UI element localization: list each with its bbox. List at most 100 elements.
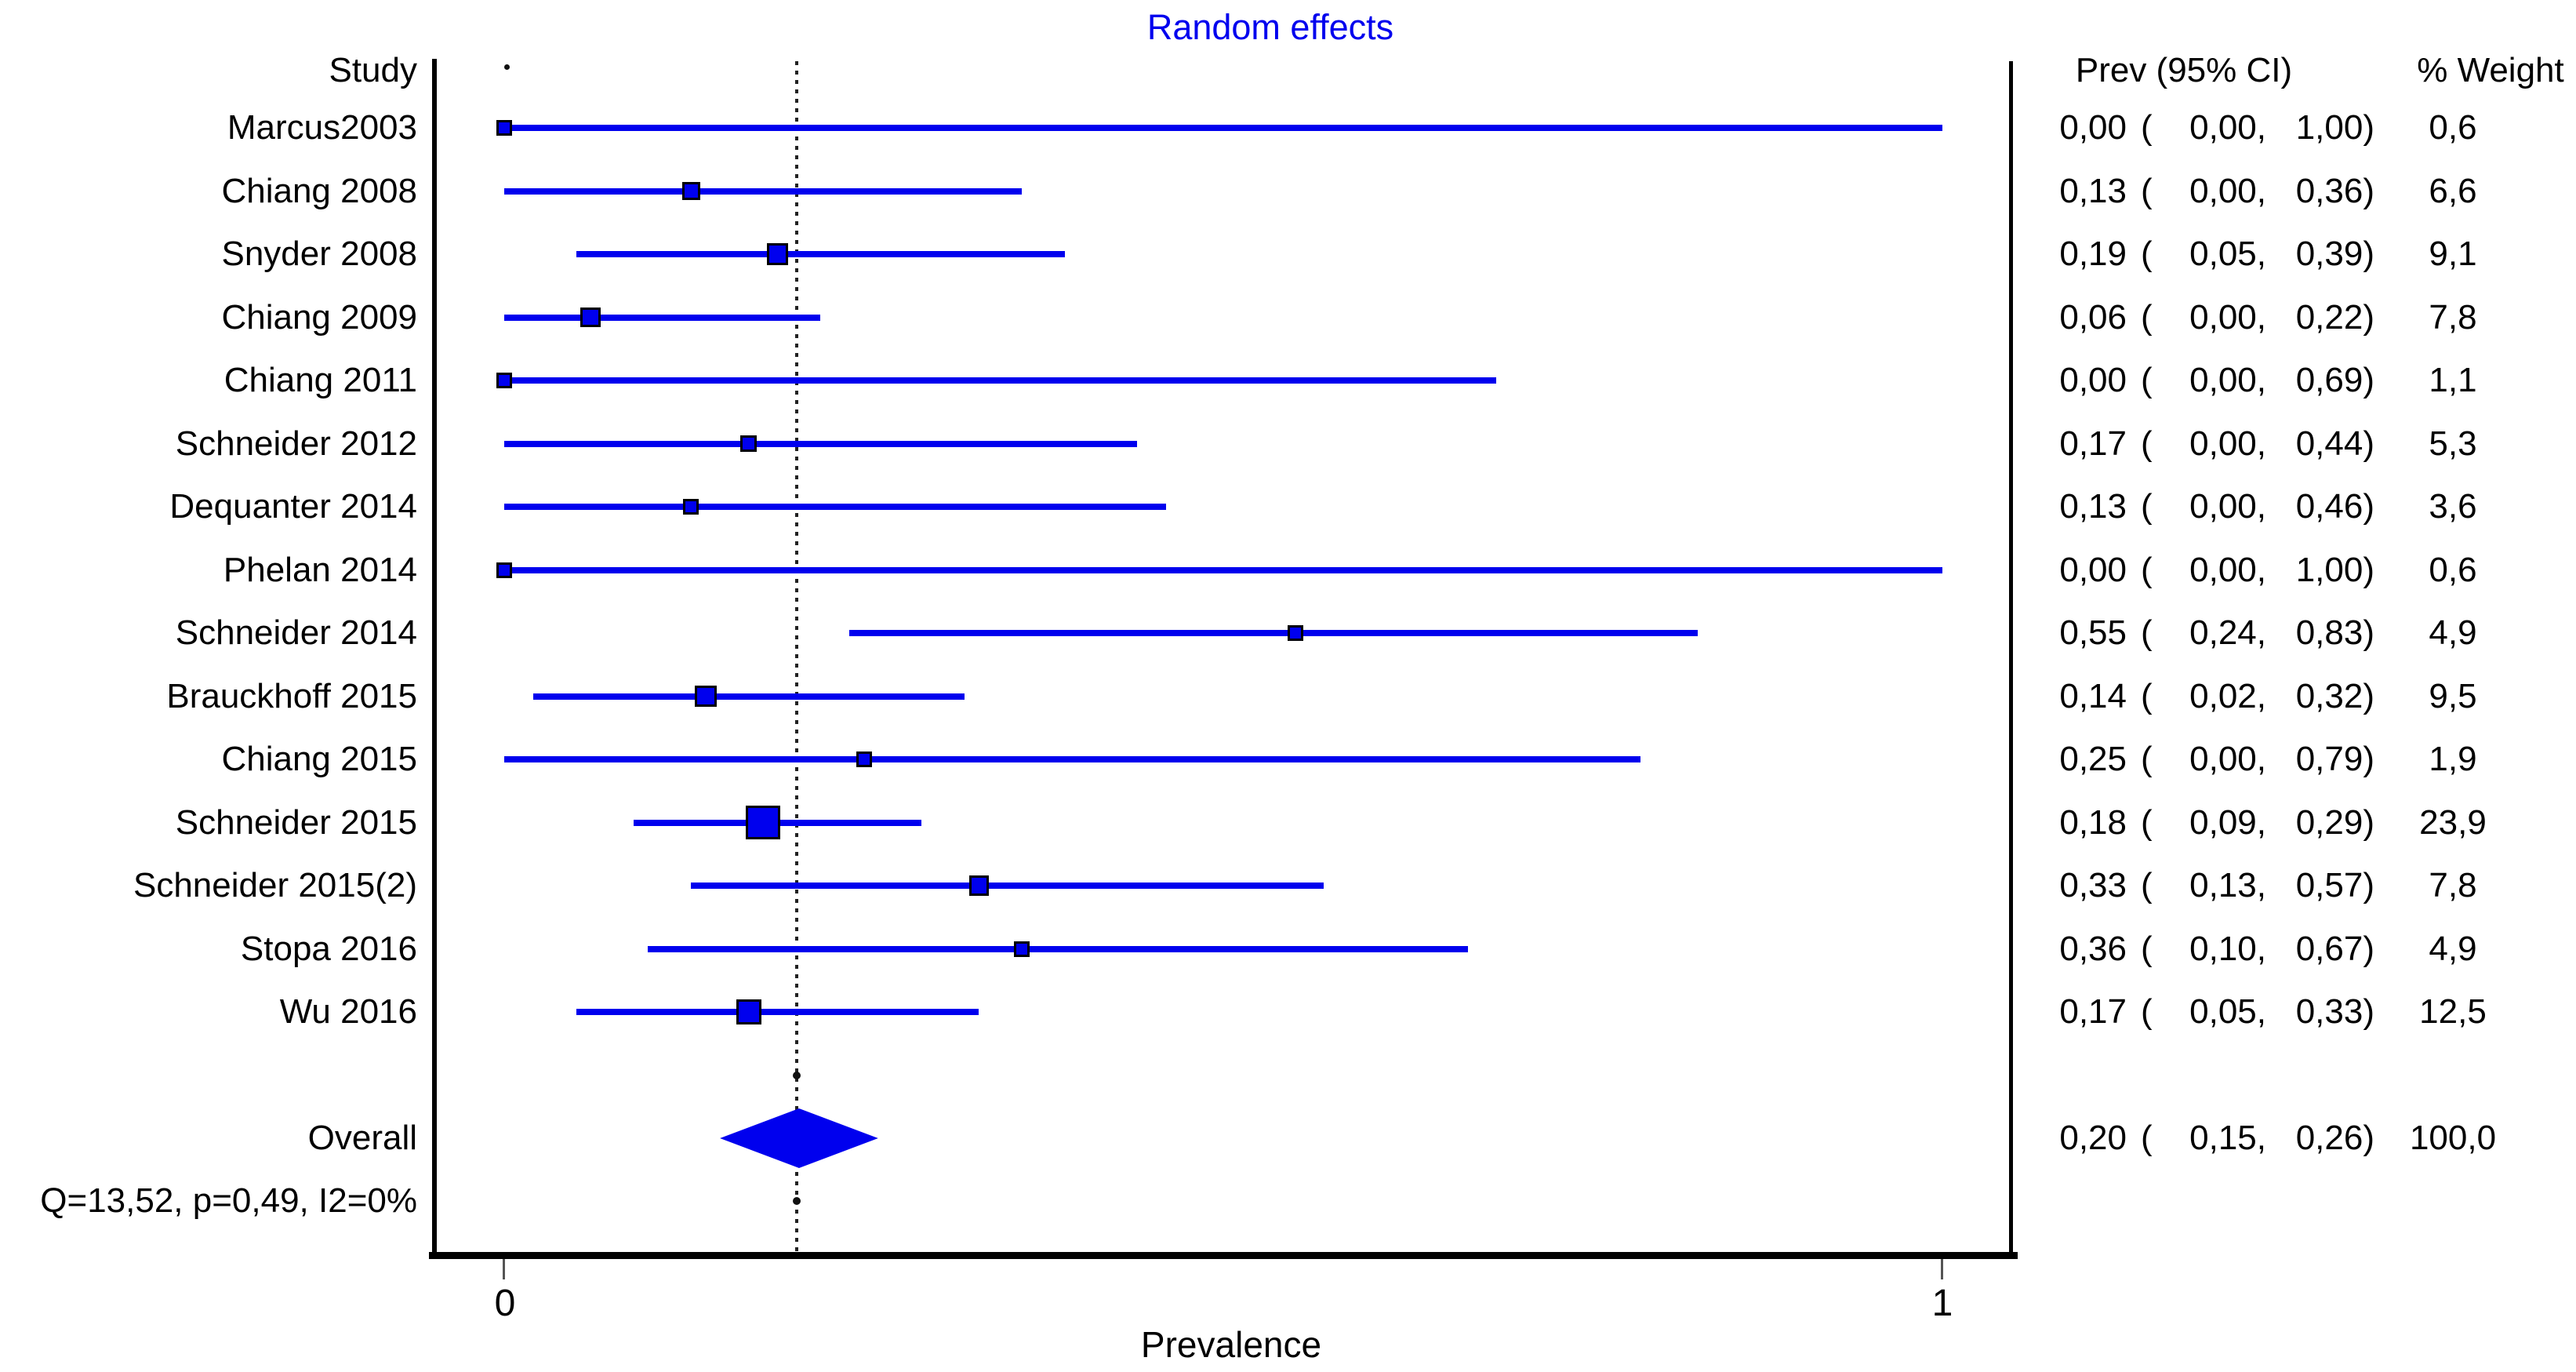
ci-upper-value: 0,39) bbox=[2295, 235, 2374, 273]
ci-line bbox=[504, 125, 1942, 131]
prev-estimate-value: 0,36 bbox=[2059, 929, 2127, 968]
ci-open-paren: ( bbox=[2141, 297, 2153, 337]
weight-value: 0,6 bbox=[2429, 108, 2477, 147]
ci-open-paren: ( bbox=[2141, 866, 2153, 904]
ci-upper-value: 0,26) bbox=[2295, 1119, 2374, 1157]
heterogeneity-text: Q=13,52, p=0,49, I2=0% bbox=[40, 1181, 417, 1220]
prev-estimate-value: 0,17 bbox=[2059, 424, 2127, 463]
study-label: Dequanter 2014 bbox=[169, 487, 417, 526]
prev-column-header: Prev (95% CI) bbox=[2075, 51, 2293, 89]
prevalence-marker bbox=[496, 120, 512, 136]
study-label: Brauckhoff 2015 bbox=[166, 676, 417, 715]
x-tick-label-0: 0 bbox=[494, 1283, 516, 1324]
prevalence-marker bbox=[740, 435, 758, 452]
chart-title: Random effects bbox=[1146, 7, 1394, 47]
ci-lower-value: 0,00, bbox=[2189, 740, 2266, 778]
ci-lower-value: 0,09, bbox=[2189, 802, 2266, 842]
study-label: Snyder 2008 bbox=[221, 235, 417, 273]
weight-column-header: % Weight bbox=[2417, 51, 2564, 89]
study-label: Chiang 2015 bbox=[221, 740, 417, 778]
ci-upper-value: 0,36) bbox=[2295, 171, 2374, 210]
weight-value: 7,8 bbox=[2429, 866, 2477, 904]
ci-open-paren: ( bbox=[2141, 235, 2153, 273]
ci-upper-value: 0,67) bbox=[2295, 929, 2374, 968]
ci-line bbox=[504, 756, 1640, 762]
ci-lower-value: 0,05, bbox=[2189, 992, 2266, 1031]
weight-value: 0,6 bbox=[2429, 550, 2477, 589]
weight-value: 12,5 bbox=[2419, 992, 2487, 1031]
prev-estimate-value: 0,18 bbox=[2059, 802, 2127, 842]
weight-value: 6,6 bbox=[2429, 171, 2477, 210]
ci-lower-value: 0,00, bbox=[2189, 487, 2266, 526]
ci-upper-value: 0,32) bbox=[2295, 676, 2374, 715]
ci-open-paren: ( bbox=[2141, 550, 2153, 589]
study-label: Phelan 2014 bbox=[223, 550, 417, 589]
ci-upper-value: 0,83) bbox=[2295, 613, 2374, 652]
x-axis-line bbox=[429, 1252, 2018, 1259]
ci-lower-value: 0,00, bbox=[2189, 108, 2266, 147]
ci-line bbox=[504, 314, 821, 321]
prev-estimate-value: 0,13 bbox=[2059, 171, 2127, 210]
prev-estimate-value: 0,00 bbox=[2059, 361, 2127, 399]
prev-estimate-value: 0,13 bbox=[2059, 487, 2127, 526]
ci-line bbox=[576, 251, 1066, 257]
x-axis-title: Prevalence bbox=[1140, 1324, 1322, 1365]
marker-dot bbox=[793, 1197, 801, 1205]
study-label: Schneider 2012 bbox=[175, 424, 417, 463]
overall-diamond bbox=[720, 1108, 878, 1168]
prev-estimate-value: 0,00 bbox=[2059, 108, 2127, 147]
ci-line bbox=[691, 883, 1324, 889]
ci-line bbox=[576, 1009, 979, 1015]
weight-value: 5,3 bbox=[2429, 424, 2477, 463]
prevalence-marker bbox=[496, 562, 512, 578]
ci-open-paren: ( bbox=[2141, 361, 2153, 399]
x-tick-0 bbox=[503, 1259, 505, 1279]
prev-estimate-value: 0,06 bbox=[2059, 297, 2127, 337]
ci-open-paren: ( bbox=[2141, 1119, 2153, 1157]
ci-upper-value: 1,00) bbox=[2295, 108, 2374, 147]
ci-line bbox=[648, 945, 1468, 952]
study-label: Schneider 2014 bbox=[175, 613, 417, 652]
prevalence-marker bbox=[496, 373, 512, 388]
weight-value: 4,9 bbox=[2429, 613, 2477, 652]
study-label: Chiang 2011 bbox=[223, 361, 417, 399]
overall-label: Overall bbox=[307, 1119, 417, 1157]
ci-open-paren: ( bbox=[2141, 676, 2153, 715]
ci-upper-value: 0,46) bbox=[2295, 487, 2374, 526]
ci-lower-value: 0,24, bbox=[2189, 613, 2266, 652]
marker-dot bbox=[793, 1072, 801, 1079]
ci-line bbox=[504, 566, 1942, 573]
ci-line bbox=[504, 377, 1497, 384]
prev-estimate-value: 0,19 bbox=[2059, 235, 2127, 273]
ci-lower-value: 0,05, bbox=[2189, 235, 2266, 273]
prevalence-marker bbox=[681, 181, 700, 201]
study-label: Chiang 2009 bbox=[221, 297, 417, 337]
ci-line bbox=[504, 187, 1023, 195]
weight-value: 23,9 bbox=[2419, 802, 2487, 842]
ci-line bbox=[504, 504, 1166, 510]
ci-upper-value: 0,79) bbox=[2295, 740, 2374, 778]
ci-line bbox=[504, 440, 1137, 447]
ci-upper-value: 0,44) bbox=[2295, 424, 2374, 463]
prev-estimate-value: 0,17 bbox=[2059, 992, 2127, 1031]
prev-estimate-value: 0,20 bbox=[2059, 1119, 2127, 1157]
ci-open-paren: ( bbox=[2141, 487, 2153, 526]
ci-open-paren: ( bbox=[2141, 424, 2153, 463]
prevalence-marker bbox=[968, 875, 989, 896]
prev-estimate-value: 0,14 bbox=[2059, 676, 2127, 715]
study-label: Schneider 2015(2) bbox=[133, 866, 417, 904]
ci-open-paren: ( bbox=[2141, 992, 2153, 1031]
ci-open-paren: ( bbox=[2141, 171, 2153, 210]
weight-value: 4,9 bbox=[2429, 929, 2477, 968]
study-label: Schneider 2015 bbox=[175, 802, 417, 842]
prev-estimate-value: 0,33 bbox=[2059, 866, 2127, 904]
weight-value: 9,1 bbox=[2429, 235, 2477, 273]
prevalence-marker bbox=[856, 752, 872, 767]
prevalence-marker bbox=[694, 685, 717, 708]
overall-reference-line bbox=[795, 61, 798, 1252]
ci-lower-value: 0,00, bbox=[2189, 171, 2266, 210]
ci-line bbox=[849, 630, 1699, 636]
ci-lower-value: 0,13, bbox=[2189, 866, 2266, 904]
study-label: Marcus2003 bbox=[227, 108, 417, 147]
